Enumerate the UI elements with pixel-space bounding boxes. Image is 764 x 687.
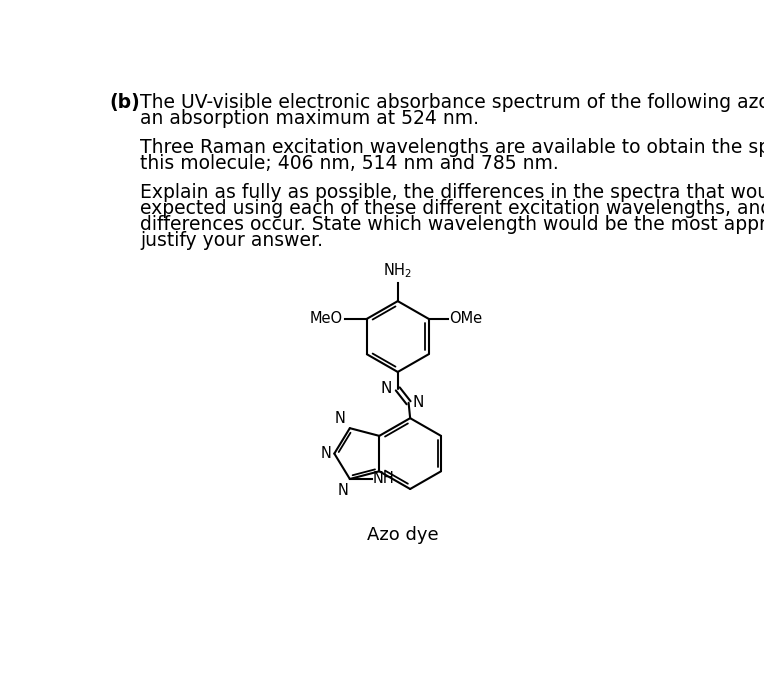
- Text: Three Raman excitation wavelengths are available to obtain the spectrum of: Three Raman excitation wavelengths are a…: [141, 138, 764, 157]
- Text: The UV-visible electronic absorbance spectrum of the following azo dye has: The UV-visible electronic absorbance spe…: [141, 93, 764, 112]
- Text: expected using each of these different excitation wavelengths, and why: expected using each of these different e…: [141, 199, 764, 218]
- Text: N: N: [335, 411, 346, 426]
- Text: N: N: [320, 446, 332, 461]
- Text: NH: NH: [372, 471, 394, 486]
- Text: (b): (b): [109, 93, 141, 112]
- Text: MeO: MeO: [309, 311, 343, 326]
- Text: Explain as fully as possible, the differences in the spectra that would be: Explain as fully as possible, the differ…: [141, 183, 764, 201]
- Text: justify your answer.: justify your answer.: [141, 231, 323, 250]
- Text: OMe: OMe: [449, 311, 483, 326]
- Text: Azo dye: Azo dye: [367, 526, 439, 544]
- Text: N: N: [381, 381, 393, 396]
- Text: N: N: [413, 395, 424, 410]
- Text: N: N: [338, 483, 348, 498]
- Text: an absorption maximum at 524 nm.: an absorption maximum at 524 nm.: [141, 109, 480, 128]
- Text: differences occur. State which wavelength would be the most appropriate,: differences occur. State which wavelengt…: [141, 215, 764, 234]
- Text: this molecule; 406 nm, 514 nm and 785 nm.: this molecule; 406 nm, 514 nm and 785 nm…: [141, 154, 559, 173]
- Text: NH$_2$: NH$_2$: [384, 262, 413, 280]
